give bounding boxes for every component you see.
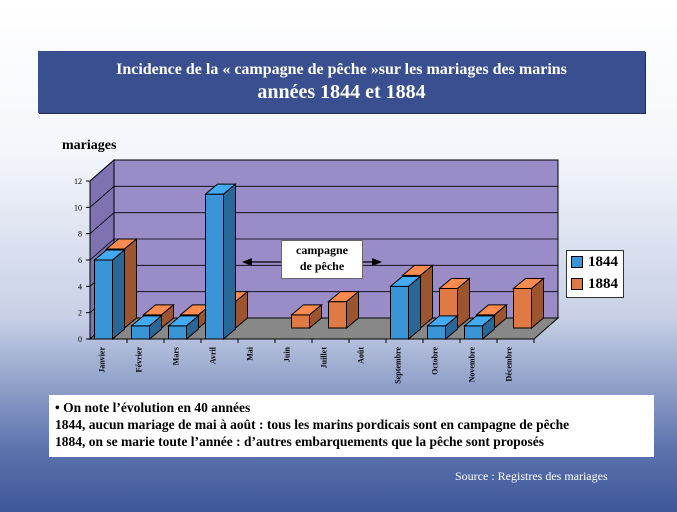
- bar-side: [186, 314, 199, 341]
- legend-label-1884: 1884: [588, 275, 618, 292]
- y-tick-label: 2: [78, 309, 82, 318]
- bar-front: [464, 325, 483, 340]
- bar-front: [513, 288, 532, 329]
- x-tick-label: Septembre: [394, 347, 403, 384]
- y-tick-label: 10: [74, 203, 82, 212]
- x-tick-label: Juillet: [320, 347, 329, 369]
- axes: Janvier Février Mars Avril Mai Juin Juillet Aoû…: [89, 181, 535, 384]
- bar-side: [420, 264, 433, 330]
- bar-1844-Avril: [204, 183, 237, 341]
- note-line-3: 1884, on se marie toute l’année : d’autr…: [55, 434, 544, 449]
- bar-side: [482, 314, 495, 341]
- bar-1844-Septembre: [389, 275, 422, 341]
- grid-line: [89, 185, 558, 208]
- y-tick-label: 4: [78, 282, 82, 291]
- x-tick-label: Avril: [209, 346, 218, 364]
- title-banner: Incidence de la « campagne de pêche »sur…: [38, 51, 645, 113]
- x-tick-label: Août: [357, 347, 366, 364]
- bar-1844-Janvier: [93, 248, 126, 341]
- title-line-2: années 1844 et 1884: [257, 81, 426, 103]
- bar-side: [445, 314, 458, 341]
- x-tick-label: Juin: [283, 346, 292, 362]
- annotation-line-1: campagne: [296, 243, 348, 257]
- legend-swatch-1884: [571, 278, 583, 290]
- arrow-head-left: [242, 258, 252, 266]
- y-tick-label: 0: [78, 335, 82, 344]
- campaign-annotation: campagne de pêche: [281, 240, 363, 279]
- y-tick-label: 6: [78, 256, 82, 265]
- x-tick-label: Octobre: [431, 347, 440, 375]
- x-tick-label: Mars: [172, 347, 181, 365]
- legend-swatch-1844: [571, 256, 583, 268]
- bar-side: [223, 183, 236, 341]
- bar-1844-Février: [130, 314, 163, 341]
- bar-side: [124, 237, 137, 330]
- x-tick-label: Janvier: [98, 347, 107, 373]
- bar-1844-Octobre: [426, 314, 459, 341]
- bar-front: [291, 314, 310, 329]
- bar-1884-Décembre: [512, 277, 545, 330]
- note-line-1: • On note l’évolution en 40 années: [55, 400, 251, 415]
- bar-1884-Juin: [290, 303, 323, 330]
- y-tick-label: 12: [74, 177, 82, 186]
- legend-label-1844: 1844: [588, 253, 618, 270]
- y-tick-label: 8: [78, 230, 82, 239]
- legend-item-1884: 1884: [567, 273, 623, 295]
- bar-front: [427, 325, 446, 340]
- bar-front: [390, 285, 409, 340]
- bars: [93, 183, 545, 341]
- x-tick-label: Mai: [246, 346, 255, 361]
- bar-side: [309, 303, 322, 330]
- bar-front: [131, 325, 150, 340]
- bar-1844-Novembre: [463, 314, 496, 341]
- bar-front: [205, 193, 224, 340]
- grid-line: [89, 212, 558, 234]
- bar-side: [457, 277, 470, 330]
- x-tick-label: Février: [135, 347, 144, 373]
- bar-front: [94, 259, 113, 340]
- x-tick-label: Novembre: [468, 347, 477, 383]
- grid-line: [89, 238, 558, 261]
- annotation-line-2: de pêche: [299, 259, 345, 273]
- notes-box: • On note l’évolution en 40 années 1844,…: [49, 395, 654, 457]
- bar-side: [112, 248, 125, 341]
- x-tick-label: Décembre: [505, 347, 514, 382]
- legend: 1844 1884: [566, 250, 624, 298]
- source-credit: Source : Registres des mariages: [455, 469, 608, 483]
- bar-side: [531, 277, 544, 330]
- bar-side: [346, 290, 359, 330]
- title-line-1: Incidence de la « campagne de pêche »sur…: [116, 61, 567, 78]
- note-line-2: 1844, aucun mariage de mai à août : tous…: [55, 417, 570, 432]
- bar-side: [408, 275, 421, 341]
- bar-1844-Mars: [167, 314, 200, 341]
- bar-1884-Juillet: [327, 290, 360, 330]
- bar-side: [149, 314, 162, 341]
- grid-line: [89, 159, 558, 182]
- bar-front: [168, 325, 187, 340]
- arrow-head-right: [372, 258, 382, 266]
- bar-front: [328, 301, 347, 329]
- legend-item-1844: 1844: [567, 251, 623, 273]
- y-axis-label: mariages: [62, 138, 117, 153]
